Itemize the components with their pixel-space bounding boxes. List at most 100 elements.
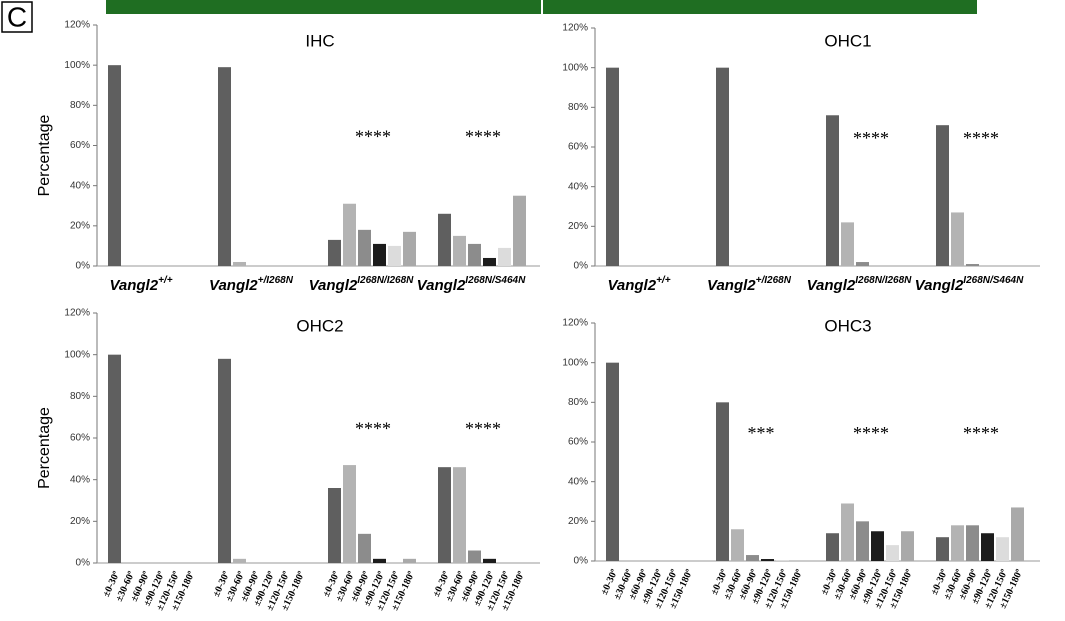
bar [108, 65, 121, 266]
bar [886, 545, 899, 561]
genotype: +/+ [158, 275, 173, 286]
gene: Vangl2 [309, 277, 358, 294]
bar [1011, 507, 1024, 561]
y-tick-label: 100% [64, 349, 90, 360]
bar [951, 525, 964, 561]
y-tick-label: 80% [568, 397, 588, 408]
bar [403, 232, 416, 266]
bar [438, 214, 451, 266]
chart-title: OHC3 [824, 316, 871, 335]
bar [218, 359, 231, 563]
y-axis-label: Percentage [36, 114, 53, 196]
y-tick-label: 60% [70, 433, 90, 444]
bar [358, 230, 371, 266]
bar [358, 534, 371, 563]
y-tick-label: 20% [70, 516, 90, 527]
y-tick-label: 120% [562, 318, 588, 329]
bar [826, 115, 839, 266]
significance: **** [963, 128, 999, 148]
y-tick-label: 60% [70, 140, 90, 151]
bar [403, 559, 416, 563]
bar [513, 196, 526, 266]
y-tick-label: 0% [76, 558, 91, 569]
bar [776, 560, 789, 561]
bar [826, 533, 839, 561]
bar [483, 258, 496, 266]
x-tick-label: Vangl2I268N/I268N [807, 275, 913, 294]
y-tick-label: 80% [70, 391, 90, 402]
bar [951, 212, 964, 266]
gene: Vangl2 [417, 277, 466, 294]
y-tick-label: 120% [562, 23, 588, 34]
bar [871, 531, 884, 561]
genotype: I268N/S464N [465, 275, 526, 286]
bar [343, 465, 356, 563]
y-tick-label: 20% [568, 221, 588, 232]
y-axis-label: Percentage [36, 407, 53, 489]
bar [936, 537, 949, 561]
gene: Vangl2 [209, 277, 258, 294]
y-tick-label: 120% [64, 308, 90, 319]
bar [716, 402, 729, 561]
bar [328, 240, 341, 266]
y-tick-label: 80% [70, 100, 90, 111]
bar [453, 236, 466, 266]
genotype: +/I268N [756, 275, 792, 286]
y-tick-label: 100% [562, 357, 588, 368]
bar [716, 68, 729, 266]
bar [453, 467, 466, 563]
gene: Vangl2 [707, 277, 756, 294]
genotype: I268N/I268N [855, 275, 912, 286]
bar [108, 355, 121, 563]
gene: Vangl2 [109, 277, 158, 294]
x-tick-label: Vangl2+/+ [607, 275, 670, 294]
y-tick-label: 60% [568, 142, 588, 153]
significance: **** [355, 126, 391, 146]
bar [841, 503, 854, 561]
chart-title: IHC [305, 31, 334, 50]
y-tick-label: 0% [574, 556, 589, 567]
bar [996, 537, 1009, 561]
y-tick-label: 0% [574, 261, 589, 272]
gene: Vangl2 [607, 277, 656, 294]
bar [233, 262, 246, 266]
bar [936, 125, 949, 266]
x-tick-label: Vangl2I268N/I268N [309, 275, 415, 294]
y-tick-label: 40% [568, 476, 588, 487]
micrograph-strip [543, 0, 977, 14]
y-tick-label: 40% [70, 180, 90, 191]
bar [438, 467, 451, 563]
significance: *** [748, 423, 775, 443]
bar [856, 262, 869, 266]
gene: Vangl2 [915, 277, 964, 294]
significance: **** [853, 128, 889, 148]
chart-title: OHC2 [296, 316, 343, 335]
bar [966, 264, 979, 266]
genotype: +/I268N [258, 275, 294, 286]
bar [966, 525, 979, 561]
y-tick-label: 100% [64, 60, 90, 71]
significance: **** [465, 419, 501, 439]
significance: **** [963, 423, 999, 443]
y-tick-label: 0% [76, 261, 91, 272]
bar [856, 521, 869, 561]
bar [328, 488, 341, 563]
bar [483, 559, 496, 563]
y-tick-label: 60% [568, 437, 588, 448]
bar [841, 222, 854, 266]
chart-title: OHC1 [824, 31, 871, 50]
y-tick-label: 120% [64, 20, 90, 31]
bar [233, 559, 246, 563]
bar [981, 533, 994, 561]
bar [901, 531, 914, 561]
bar [373, 559, 386, 563]
bar [606, 363, 619, 561]
bar [468, 244, 481, 266]
bar [761, 559, 774, 561]
y-tick-label: 100% [562, 62, 588, 73]
bar [388, 246, 401, 266]
x-tick-label: Vangl2+/I268N [707, 275, 792, 294]
x-tick-label: Vangl2+/I268N [209, 275, 294, 294]
bar [218, 67, 231, 266]
y-tick-label: 40% [70, 474, 90, 485]
